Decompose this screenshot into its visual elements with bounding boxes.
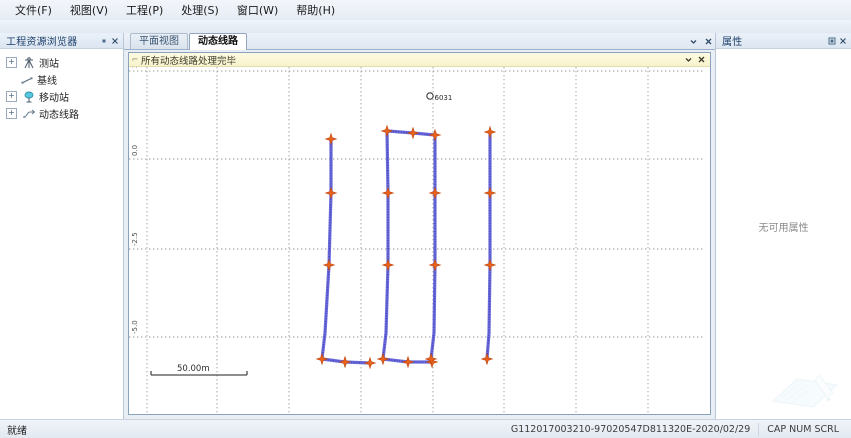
- svg-text:6031: 6031: [435, 94, 453, 102]
- svg-text:-5.0: -5.0: [131, 320, 139, 334]
- properties-panel: 属性 无可用属性: [715, 33, 851, 419]
- track-layer: [320, 129, 492, 365]
- chevron-down-icon[interactable]: [682, 54, 695, 66]
- baseline-icon: [19, 73, 34, 86]
- expander-icon[interactable]: +: [6, 91, 17, 102]
- tree-item-label: 移动站: [39, 93, 69, 104]
- expander-icon[interactable]: +: [6, 57, 17, 68]
- project-explorer-header: 工程资源浏览器: [0, 33, 123, 49]
- workspace: 工程资源浏览器 +: [0, 33, 851, 419]
- notepad-pen-watermark: [767, 371, 845, 411]
- menu-process[interactable]: 处理(S): [181, 4, 219, 17]
- properties-body: 无可用属性: [716, 49, 851, 419]
- pin-icon[interactable]: ⌐: [131, 55, 139, 64]
- tree-item-label: 测站: [39, 59, 59, 70]
- station-icon: [21, 56, 36, 69]
- tree-item-label: 基线: [37, 76, 57, 87]
- menu-bar: 文件(F) 视图(V) 工程(P) 处理(S) 窗口(W) 帮助(H): [0, 0, 851, 20]
- properties-empty-text: 无可用属性: [758, 223, 809, 235]
- svg-text:50.00m: 50.00m: [177, 364, 210, 374]
- properties-title: 属性: [722, 37, 743, 48]
- kinematic-route-icon: [21, 107, 36, 120]
- status-ready: 就绪: [7, 425, 27, 437]
- tree-item-baseline[interactable]: 基线: [2, 71, 123, 88]
- document-tab-strip: 平面视图 动态线路: [124, 33, 715, 50]
- expander-icon: [6, 75, 15, 84]
- document-frame: ⌐ 所有动态线路处理完毕 2.5 0.0 -2.5 -5.0: [128, 52, 711, 415]
- tab-kinematic-route[interactable]: 动态线路: [189, 33, 247, 50]
- svg-text:-2.5: -2.5: [131, 232, 139, 246]
- close-icon[interactable]: [702, 35, 715, 48]
- project-explorer-body[interactable]: + 测站: [0, 49, 123, 419]
- menu-help[interactable]: 帮助(H): [296, 4, 336, 17]
- svg-text:2.5: 2.5: [131, 67, 139, 68]
- pin-icon[interactable]: [826, 35, 837, 46]
- map-canvas[interactable]: 2.5 0.0 -2.5 -5.0 6031 50.00m: [129, 67, 710, 414]
- tree-item-kinematic-route[interactable]: + 动态线路: [2, 105, 123, 122]
- project-tree: + 测站: [0, 49, 123, 122]
- close-icon[interactable]: [837, 35, 848, 46]
- menu-project[interactable]: 工程(P): [126, 4, 164, 17]
- tree-item-rover[interactable]: + 移动站: [2, 88, 123, 105]
- menu-window[interactable]: 窗口(W): [236, 4, 279, 17]
- tab-tools: [687, 35, 715, 49]
- document-status-bar: ⌐ 所有动态线路处理完毕: [129, 53, 710, 67]
- processing-message: 所有动态线路处理完毕: [141, 55, 237, 67]
- status-key-indicators: CAP NUM SCRL: [758, 422, 847, 436]
- menu-file[interactable]: 文件(F): [15, 4, 52, 17]
- status-device-id: G112017003210-97020547D811320E-2020/02/2…: [510, 423, 751, 435]
- tree-item-label: 动态线路: [39, 110, 79, 121]
- project-explorer-panel: 工程资源浏览器 +: [0, 33, 124, 419]
- svg-text:0.0: 0.0: [131, 145, 139, 156]
- pin-icon[interactable]: [98, 35, 109, 46]
- chevron-down-icon[interactable]: [687, 35, 700, 48]
- close-icon[interactable]: [695, 54, 708, 66]
- trajectory-plot[interactable]: 2.5 0.0 -2.5 -5.0 6031 50.00m: [129, 67, 704, 414]
- marker-layer: [315, 124, 497, 370]
- menu-view[interactable]: 视图(V): [69, 4, 109, 17]
- annotation-layer: 6031: [426, 92, 453, 102]
- properties-header: 属性: [716, 33, 851, 49]
- tab-plan-view[interactable]: 平面视图: [130, 33, 188, 49]
- rover-icon: [21, 90, 36, 103]
- axis-labels: 2.5 0.0 -2.5 -5.0: [131, 67, 139, 334]
- project-explorer-title: 工程资源浏览器: [6, 37, 78, 48]
- toolbar-strip: [0, 20, 851, 34]
- scale-bar: 50.00m: [150, 364, 248, 376]
- close-icon[interactable]: [109, 35, 120, 46]
- document-area: 平面视图 动态线路 ⌐ 所有动态线路处理完毕: [124, 33, 715, 419]
- expander-icon[interactable]: +: [6, 108, 17, 119]
- status-bar: 就绪 G112017003210-97020547D811320E-2020/0…: [0, 419, 851, 438]
- tree-item-station[interactable]: + 测站: [2, 54, 123, 71]
